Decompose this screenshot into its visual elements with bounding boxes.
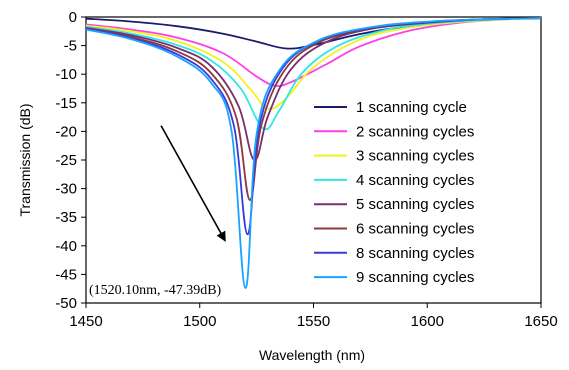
x-tick-label: 1550 [297,313,330,330]
legend-label: 1 scanning cycle [356,99,467,116]
legend-label: 3 scanning cycles [356,148,474,165]
arrow-layer [160,125,226,242]
trend-arrow [160,125,226,242]
y-tick-label: 0 [69,9,77,26]
y-tick-label: -10 [55,66,77,83]
y-tick-label: -45 [55,266,77,283]
x-tick-label: 1600 [411,313,444,330]
y-tick-label: -30 [55,181,77,198]
y-tick-label: -20 [55,123,77,140]
y-tick-label: -5 [64,38,77,55]
series-line-4 [85,17,542,131]
x-tick-label: 1500 [183,313,216,330]
legend-label: 8 scanning cycles [356,245,474,262]
series-line-8 [85,17,542,290]
legend-label: 2 scanning cycles [356,123,474,140]
x-tick-label: 1650 [524,313,557,330]
legend: 1 scanning cycle 2 scanning cycles 3 scann… [314,99,474,286]
series-lines [85,17,542,290]
x-tick-label: 1450 [69,313,102,330]
legend-label: 9 scanning cycles [356,269,474,286]
y-tick-label: -40 [55,238,77,255]
y-tick-label: -35 [55,209,77,226]
x-axis-ticks: 1450 1500 1550 1600 1650 [69,303,558,330]
y-tick-label: -50 [55,295,77,312]
y-axis-ticks: 0 -5 -10 -15 -20 -25 -30 -35 -40 -45 -50 [55,9,86,312]
y-axis-label: Transmission (dB) [17,103,33,216]
x-axis-label: Wavelength (nm) [259,347,365,363]
y-tick-label: -25 [55,152,77,169]
legend-label: 4 scanning cycles [356,172,474,189]
legend-label: 5 scanning cycles [356,196,474,213]
minimum-point-annotation: (1520.10nm, -47.39dB) [89,283,222,298]
series-line-2 [85,17,542,87]
legend-label: 6 scanning cycles [356,221,474,238]
series-line-3 [85,17,542,110]
y-tick-label: -15 [55,95,77,112]
